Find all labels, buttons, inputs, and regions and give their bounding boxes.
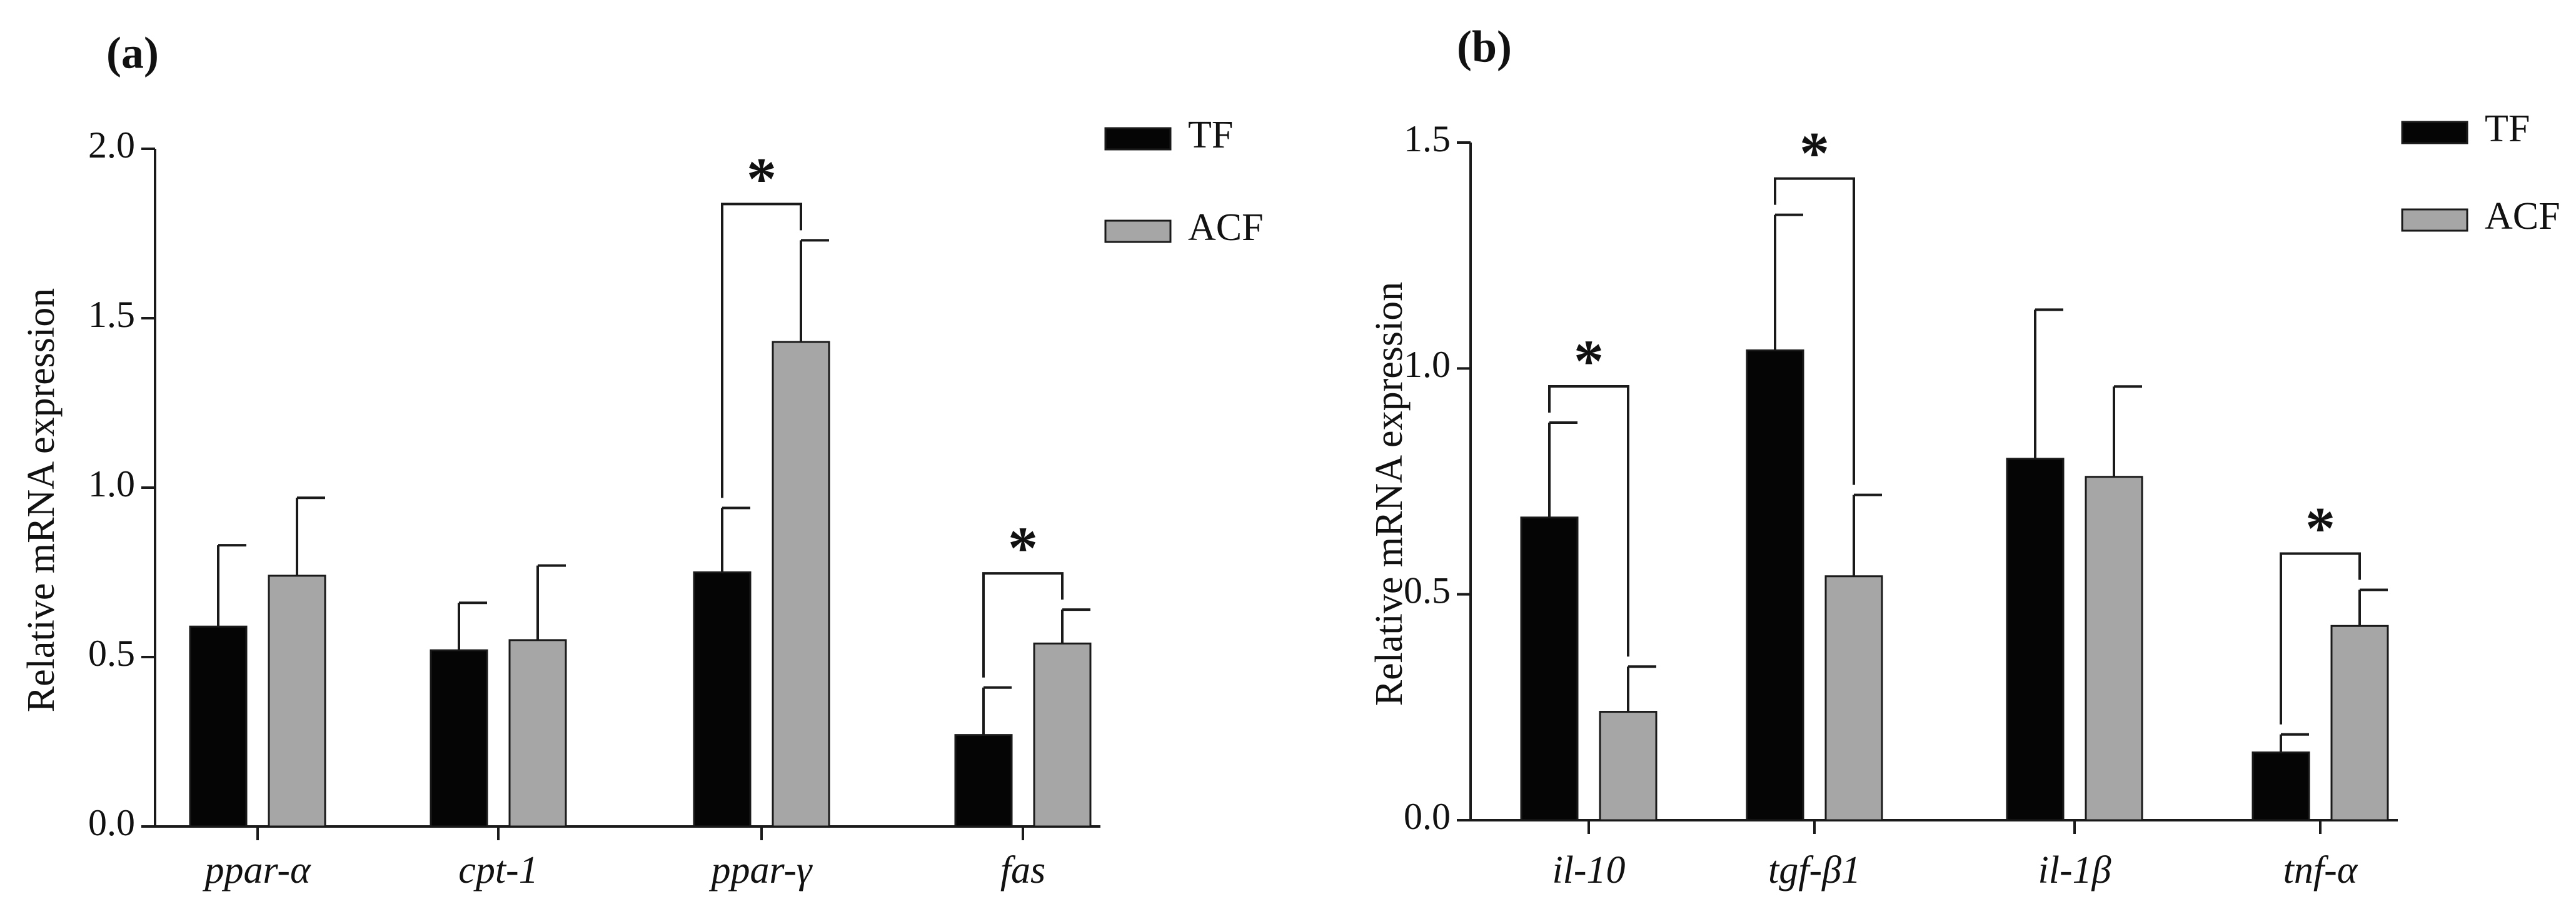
- x-tick-label-il-1: il-1β: [2038, 849, 2111, 891]
- bar-tf-ppar: [189, 625, 248, 828]
- significance-bracket-tgf-1: [1774, 177, 1855, 485]
- y-tick-label: 1.0: [88, 463, 135, 505]
- x-tick-label-tgf-1: tgf-β1: [1768, 849, 1861, 891]
- bar-tf-tnf: [2251, 751, 2310, 821]
- y-tick-label: 1.0: [1404, 344, 1451, 385]
- bar-acf-ppar: [772, 341, 830, 828]
- legend-label-acf: ACF: [1188, 206, 1264, 249]
- x-tick-label-il-10: il-10: [1552, 849, 1625, 891]
- x-tick-label-fas: fas: [1000, 849, 1045, 891]
- legend-label-tf: TF: [2485, 108, 2530, 150]
- significance-star-tnf: *: [2305, 495, 2335, 561]
- significance-bracket-il-10: [1548, 385, 1629, 657]
- panel-b: (b) 0.0 0.5 1.0 1.5 Relative mRNA expression i…: [1368, 22, 2560, 891]
- panel-a: (a) 0.0 0.5 1.0 1.5 2.0 Relative mRNA expressi…: [20, 28, 1263, 891]
- legend-label-tf: TF: [1188, 114, 1233, 156]
- significance-star-fas: *: [1008, 515, 1038, 581]
- significance-bracket-ppar: [721, 203, 802, 498]
- legend-swatch-tf: [1104, 127, 1172, 151]
- bar-acf-cpt-1: [508, 639, 567, 828]
- legend-swatch-tf: [2401, 121, 2468, 144]
- legend-swatch-acf: [2401, 208, 2468, 232]
- x-tick-label-ppar: ppar-α: [202, 849, 311, 891]
- y-tick-label: 1.5: [88, 294, 135, 335]
- bar-tf-il-1: [2006, 458, 2065, 821]
- y-tick-label: 0.5: [1404, 570, 1451, 611]
- bar-tf-cpt-1: [430, 649, 488, 828]
- panel-label: (a): [106, 28, 159, 78]
- significance-bracket-fas: [982, 572, 1064, 678]
- bar-acf-il-10: [1599, 711, 1658, 821]
- y-tick-label: 0.0: [88, 802, 135, 843]
- significance-star-tgf-1: *: [1799, 120, 1829, 187]
- legend-swatch-acf: [1104, 219, 1172, 243]
- y-tick-label: 0.0: [1404, 796, 1451, 837]
- bar-acf-tgf-1: [1824, 575, 1883, 821]
- bar-acf-fas: [1033, 642, 1092, 828]
- x-tick-label-tnf: tnf-α: [2283, 849, 2358, 891]
- significance-star-ppar: *: [747, 145, 777, 212]
- y-tick-label: 2.0: [88, 124, 135, 166]
- y-axis-title: Relative mRNA expression: [1368, 282, 1411, 706]
- bar-acf-il-1: [2085, 476, 2143, 821]
- legend-label-acf: ACF: [2485, 195, 2560, 238]
- bar-tf-il-10: [1520, 516, 1579, 821]
- significance-bracket-tnf: [2280, 552, 2361, 725]
- bar-tf-fas: [954, 734, 1013, 828]
- bar-tf-ppar: [693, 571, 752, 828]
- panel-label: (b): [1457, 22, 1512, 72]
- y-tick-label: 0.5: [88, 633, 135, 674]
- bar-acf-tnf: [2330, 625, 2389, 821]
- y-axis-title: Relative mRNA expression: [20, 288, 63, 712]
- bar-acf-ppar: [268, 575, 326, 828]
- significance-star-il-10: *: [1574, 328, 1604, 394]
- y-tick-label: 1.5: [1404, 118, 1451, 159]
- x-tick-label-cpt-1: cpt-1: [458, 849, 538, 891]
- bar-tf-tgf-1: [1746, 349, 1804, 821]
- x-tick-label-ppar: ppar-γ: [709, 849, 813, 891]
